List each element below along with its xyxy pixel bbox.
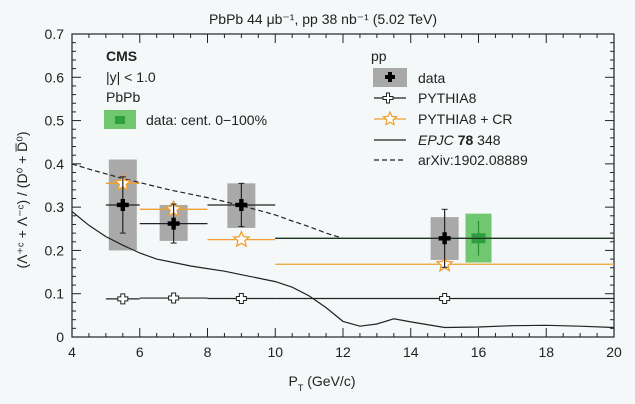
x-tick-label: 12 [335,344,351,360]
x-axis-label: PT (GeV/c) [289,373,356,393]
pp-data-point [438,232,451,245]
system-label: PbPb [106,89,140,105]
y-tick-label: 0.1 [45,286,65,302]
pythia-point [439,292,451,304]
epjc-curve-line [71,211,615,329]
x-tick-label: 8 [204,344,212,360]
legend-data-marker-v [388,72,392,82]
legend-epjc-bold: 78 [458,132,474,148]
y-tick-label: 0.7 [45,26,65,42]
x-tick-label: 18 [538,344,554,360]
pbpb-legend-label: data: cent. 0−100% [146,112,267,128]
legend-data-label: data [418,70,445,86]
x-tick-label: 4 [68,344,76,360]
legend-pythia-cr-label: PYTHIA8 + CR [418,111,513,127]
legend-epjc-label: EPJC 78 348 [418,132,501,148]
x-tick-label: 20 [606,344,622,360]
y-tick-label: 0.4 [45,156,65,172]
chart-title: PbPb 44 μb⁻¹, pp 38 nb⁻¹ (5.02 TeV) [209,11,437,27]
y-tick-label: 0 [56,329,64,345]
legend-item-pythia-cr: PYTHIA8 + CR [374,110,513,127]
legend-pythia-label: PYTHIA8 [418,90,477,106]
pythia-point [117,293,129,305]
legend-item-epjc: EPJC 78 348 [374,132,501,148]
legend-item-data: data [373,68,445,87]
pbpb-legend-marker [115,116,125,124]
y-tick-label: 0.2 [45,242,65,258]
x-tick-label: 10 [267,344,283,360]
x-axis-label-unit: (GeV/c) [303,373,355,389]
y-axis-label: (Λ⁺ᶜ + Λ⁻ᶜ) / (D⁰ + D̅⁰) [14,131,30,268]
y-tick-label: 0.3 [45,199,65,215]
legend-epjc-rest: 348 [473,132,500,148]
pythia-point [168,292,180,304]
pythia-point [235,292,247,304]
pythia-cr-point [232,229,251,248]
plot-layer: 4 6 8 10 12 14 16 18 20 0 0.1 0.2 0.3 0.4 0.5 0.6 0.7 [45,26,622,360]
legend-pythia-marker [382,92,394,104]
x-tick-label: 6 [136,344,144,360]
pp-header: pp [371,48,387,64]
pp-data-point [116,198,129,211]
y-tick-label: 0.5 [45,113,65,129]
arxiv-curve-line [71,163,344,239]
legend-epjc-italic: EPJC [418,132,455,148]
legend-arxiv-label: arXiv:1902.08889 [418,152,528,168]
pp-data-point [235,198,248,211]
legend-item-arxiv: arXiv:1902.08889 [374,152,528,168]
x-axis-label-main: P [289,373,298,389]
x-tick-label: 14 [403,344,419,360]
rapidity-label: |y| < 1.0 [106,69,156,85]
legend-pythia-cr-marker [381,110,399,126]
experiment-label: CMS [106,48,137,64]
x-axis-label-sub: T [298,383,304,393]
pp-data-point [167,217,180,230]
y-tick-label: 0.6 [45,69,65,85]
legend-item-pythia: PYTHIA8 [374,90,477,106]
x-tick-label: 16 [471,344,487,360]
